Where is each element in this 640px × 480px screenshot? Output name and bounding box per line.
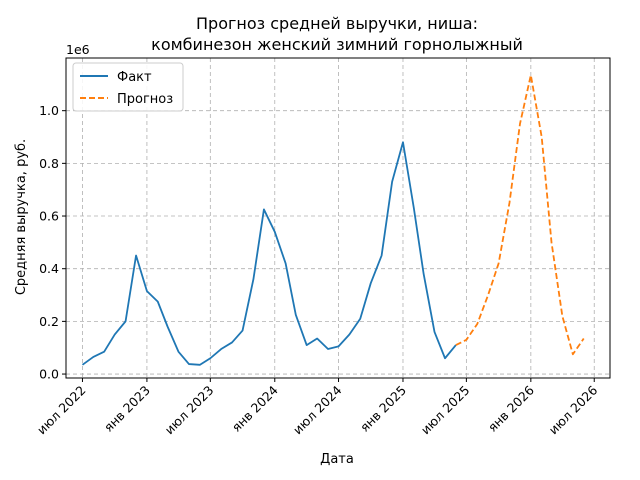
y-tick-label: 0.6 [39, 209, 59, 224]
plot-frame [65, 57, 611, 379]
y-tick-label: 0.8 [39, 156, 59, 171]
plot-lines [81, 74, 585, 366]
series-line-forecast [455, 74, 585, 356]
y-offset-label: 1e6 [66, 42, 90, 57]
y-tick-label: 1.0 [39, 103, 59, 118]
y-tick-label: 0.4 [39, 261, 59, 276]
y-tick-label: 0.0 [39, 367, 59, 382]
y-tick-label: 0.2 [39, 314, 59, 329]
y-axis-label: Средняя выручка, руб. [14, 139, 29, 295]
chart-title-line-1: Прогноз средней выручки, ниша: [196, 14, 478, 33]
x-axis-label: Дата [320, 452, 354, 467]
y-axis: 0.0 0.2 0.4 0.6 0.8 1.0 [39, 103, 66, 382]
legend: Факт Прогноз [72, 62, 184, 112]
legend-label-forecast: Прогноз [117, 92, 173, 107]
chart-title-line-2: комбинезон женский зимний горнолыжный [151, 35, 523, 54]
series-line-fact [81, 141, 457, 366]
legend-label-fact: Факт [117, 70, 152, 85]
grid [66, 58, 610, 378]
